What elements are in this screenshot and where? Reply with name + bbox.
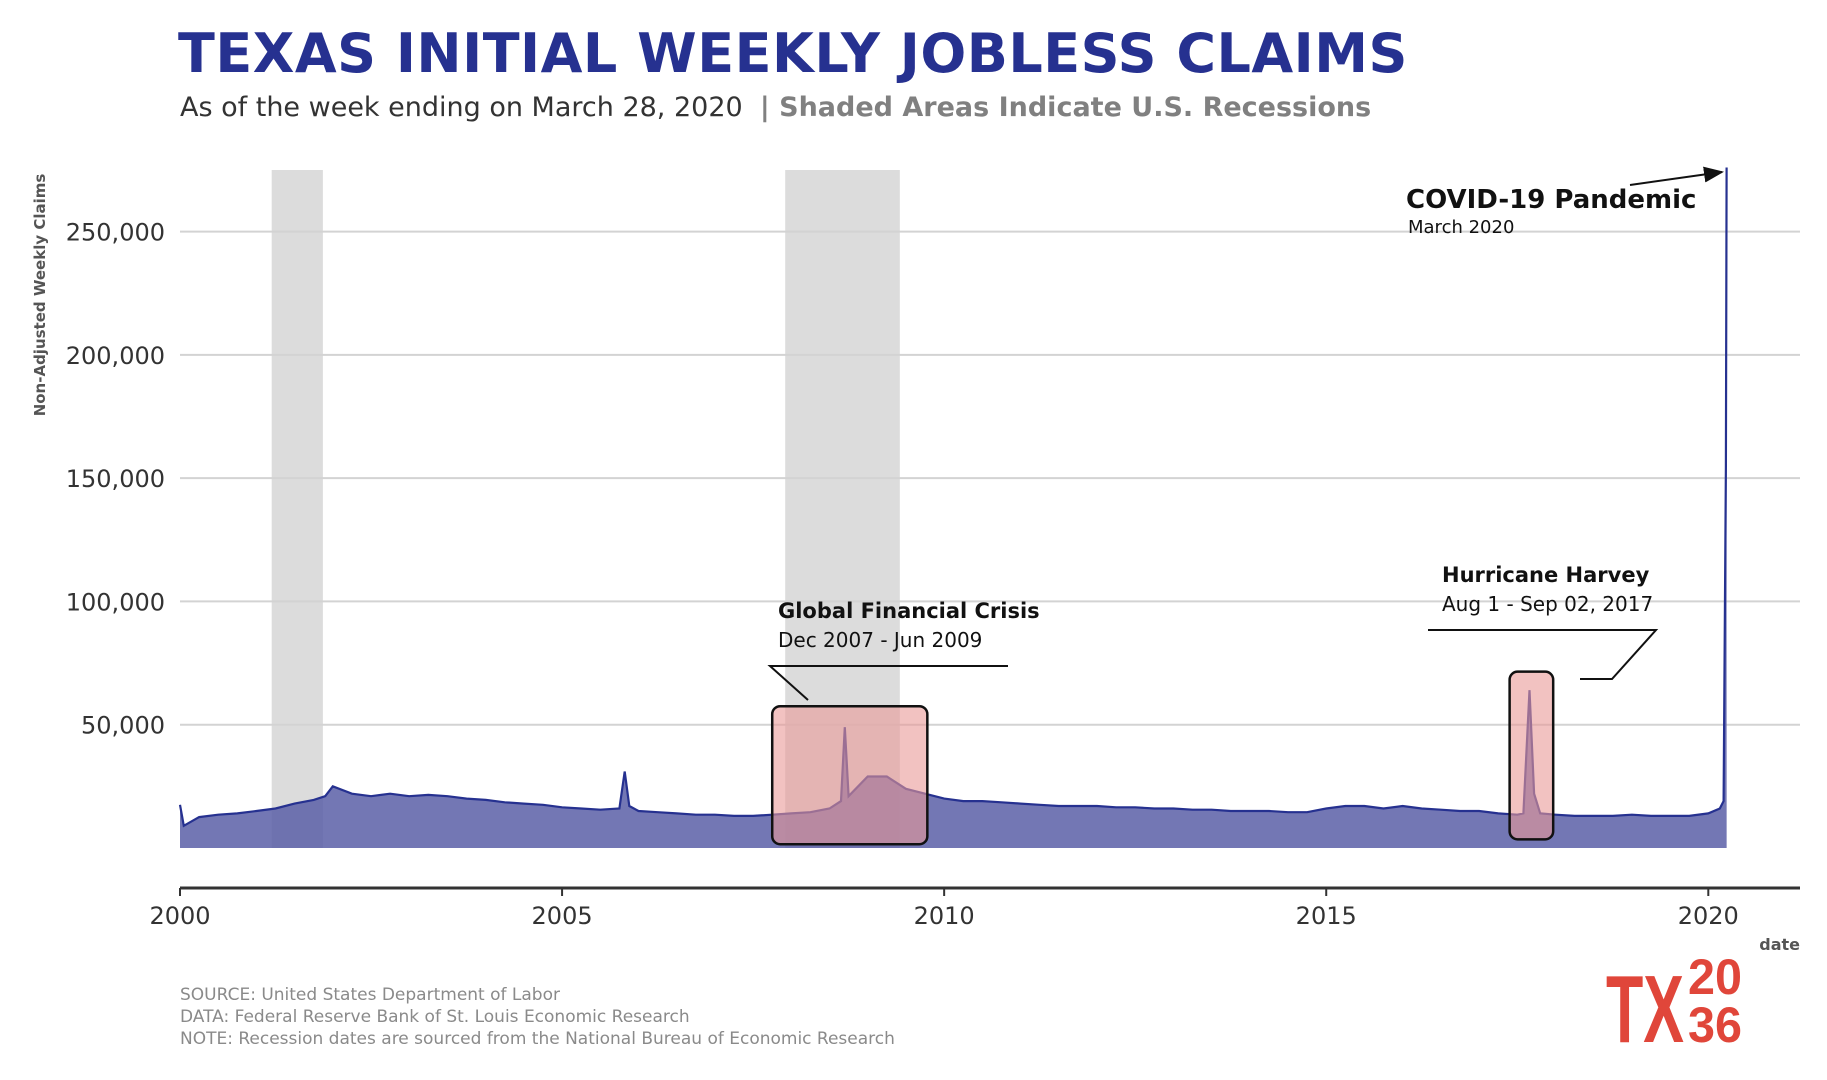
claims-line bbox=[178, 167, 1728, 828]
footer-note: NOTE: Recession dates are sourced from t… bbox=[180, 1029, 895, 1049]
logo-36: 36 bbox=[1688, 997, 1742, 1050]
covid-annotation-title: COVID-19 Pandemic bbox=[1406, 185, 1696, 215]
x-tick-label: 2005 bbox=[532, 902, 593, 930]
x-tick-label: 2015 bbox=[1296, 902, 1357, 930]
logo-20: 20 bbox=[1688, 950, 1742, 1005]
covid-annotation-subtitle: March 2020 bbox=[1408, 217, 1514, 238]
footer-data: DATA: Federal Reserve Bank of St. Louis … bbox=[180, 1007, 690, 1027]
gfc-annotation-subtitle: Dec 2007 - Jun 2009 bbox=[778, 628, 982, 652]
claims-area bbox=[180, 167, 1727, 848]
y-tick-label: 50,000 bbox=[81, 712, 165, 740]
harvey-annotation-title: Hurricane Harvey bbox=[1442, 563, 1650, 587]
x-tick-label: 2000 bbox=[149, 902, 210, 930]
gfc-callout-line bbox=[767, 665, 1008, 701]
y-tick-label: 250,000 bbox=[66, 219, 165, 247]
y-tick-label: 200,000 bbox=[66, 342, 165, 370]
y-tick-label: 150,000 bbox=[66, 465, 165, 493]
recession-band-1 bbox=[271, 170, 323, 848]
y-tick-label: 100,000 bbox=[66, 588, 165, 616]
covid-arrow bbox=[1629, 166, 1724, 186]
harvey-annotation-subtitle: Aug 1 - Sep 02, 2017 bbox=[1442, 592, 1653, 616]
footer-source: SOURCE: United States Department of Labo… bbox=[180, 985, 560, 1005]
chart-footer: SOURCE: United States Department of Labo… bbox=[180, 984, 895, 1050]
harvey-highlight-box bbox=[1508, 670, 1555, 841]
gfc-highlight-box bbox=[770, 704, 929, 846]
logo-tx: TX bbox=[1606, 956, 1684, 1050]
chart-subtitle: As of the week ending on March 28, 2020 … bbox=[180, 92, 1371, 123]
x-tick-label: 2010 bbox=[914, 902, 975, 930]
gfc-annotation-title: Global Financial Crisis bbox=[778, 599, 1040, 623]
subtitle-recession-note: | Shaded Areas Indicate U.S. Recessions bbox=[759, 92, 1372, 123]
subtitle-date: As of the week ending on March 28, 2020 bbox=[180, 92, 743, 123]
x-tick-label: 2020 bbox=[1678, 902, 1739, 930]
y-axis-label: Non-Adjusted Weekly Claims bbox=[31, 174, 49, 417]
harvey-callout-line bbox=[1428, 629, 1659, 680]
chart-title: TEXAS INITIAL WEEKLY JOBLESS CLAIMS bbox=[178, 22, 1408, 85]
tx2036-logo: TX 20 36 bbox=[1606, 950, 1742, 1050]
jobless-claims-chart: 50,000 100,000 150,000 200,000 250,000 Non-Ad… bbox=[31, 166, 1800, 954]
x-axis-label: date bbox=[1759, 935, 1800, 954]
